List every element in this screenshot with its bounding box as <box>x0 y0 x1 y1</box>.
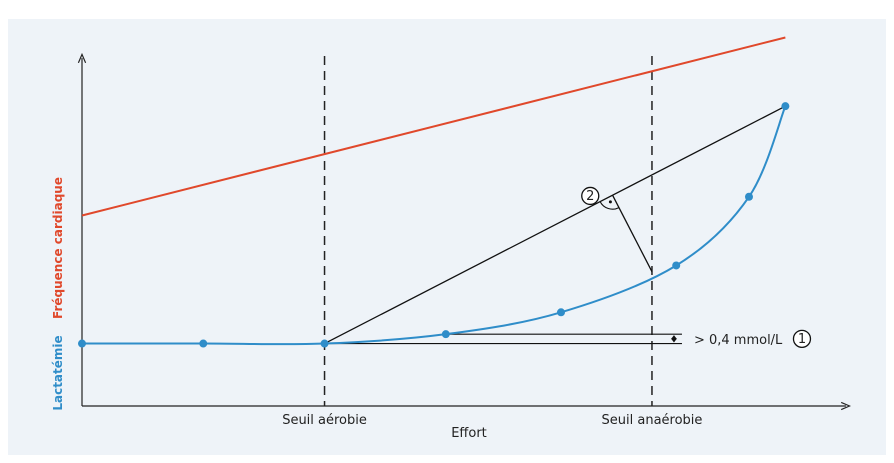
data-point-lactate-1 <box>199 339 208 348</box>
tangent-line <box>324 105 786 345</box>
annotation-1: 1 > 0,4 mmol/L <box>694 329 812 349</box>
annotation-2-number: 2 <box>586 189 594 204</box>
right-angle-dot <box>608 200 612 204</box>
annotation-2-circle <box>581 186 600 206</box>
tick-label-anaerobic-threshold: Seuil anaérobie <box>602 413 703 428</box>
right-angle-arc <box>599 201 620 210</box>
data-point-lactate-0 <box>78 339 86 348</box>
annotation-1-number: 1 <box>798 332 806 347</box>
series-line-heart-rate <box>81 36 786 217</box>
series-line-lactate <box>82 105 787 346</box>
annotation-2: 2 <box>581 186 600 206</box>
y-axis-label-heart-rate: Fréquence cardiaque <box>51 177 65 319</box>
data-point-lactate-4 <box>557 308 566 317</box>
series-points-lactate <box>78 102 790 348</box>
data-point-lactate-6 <box>744 192 753 201</box>
annotation-1-circle <box>792 329 812 349</box>
data-point-lactate-5 <box>672 261 681 270</box>
offset-arrow-up <box>670 335 677 340</box>
data-point-lactate-2 <box>320 339 329 348</box>
x-axis-label: Effort <box>451 426 487 441</box>
data-point-lactate-7 <box>781 102 790 111</box>
annotation-1-label: > 0,4 mmol/L <box>694 333 783 348</box>
offset-arrow-down <box>670 338 677 343</box>
data-point-lactate-3 <box>441 330 450 339</box>
y-axis-label-lactate: Lactatémie <box>51 335 65 410</box>
chart-background <box>8 19 886 455</box>
perpendicular-line <box>611 194 653 273</box>
tick-label-aerobic-threshold: Seuil aérobie <box>282 413 367 428</box>
